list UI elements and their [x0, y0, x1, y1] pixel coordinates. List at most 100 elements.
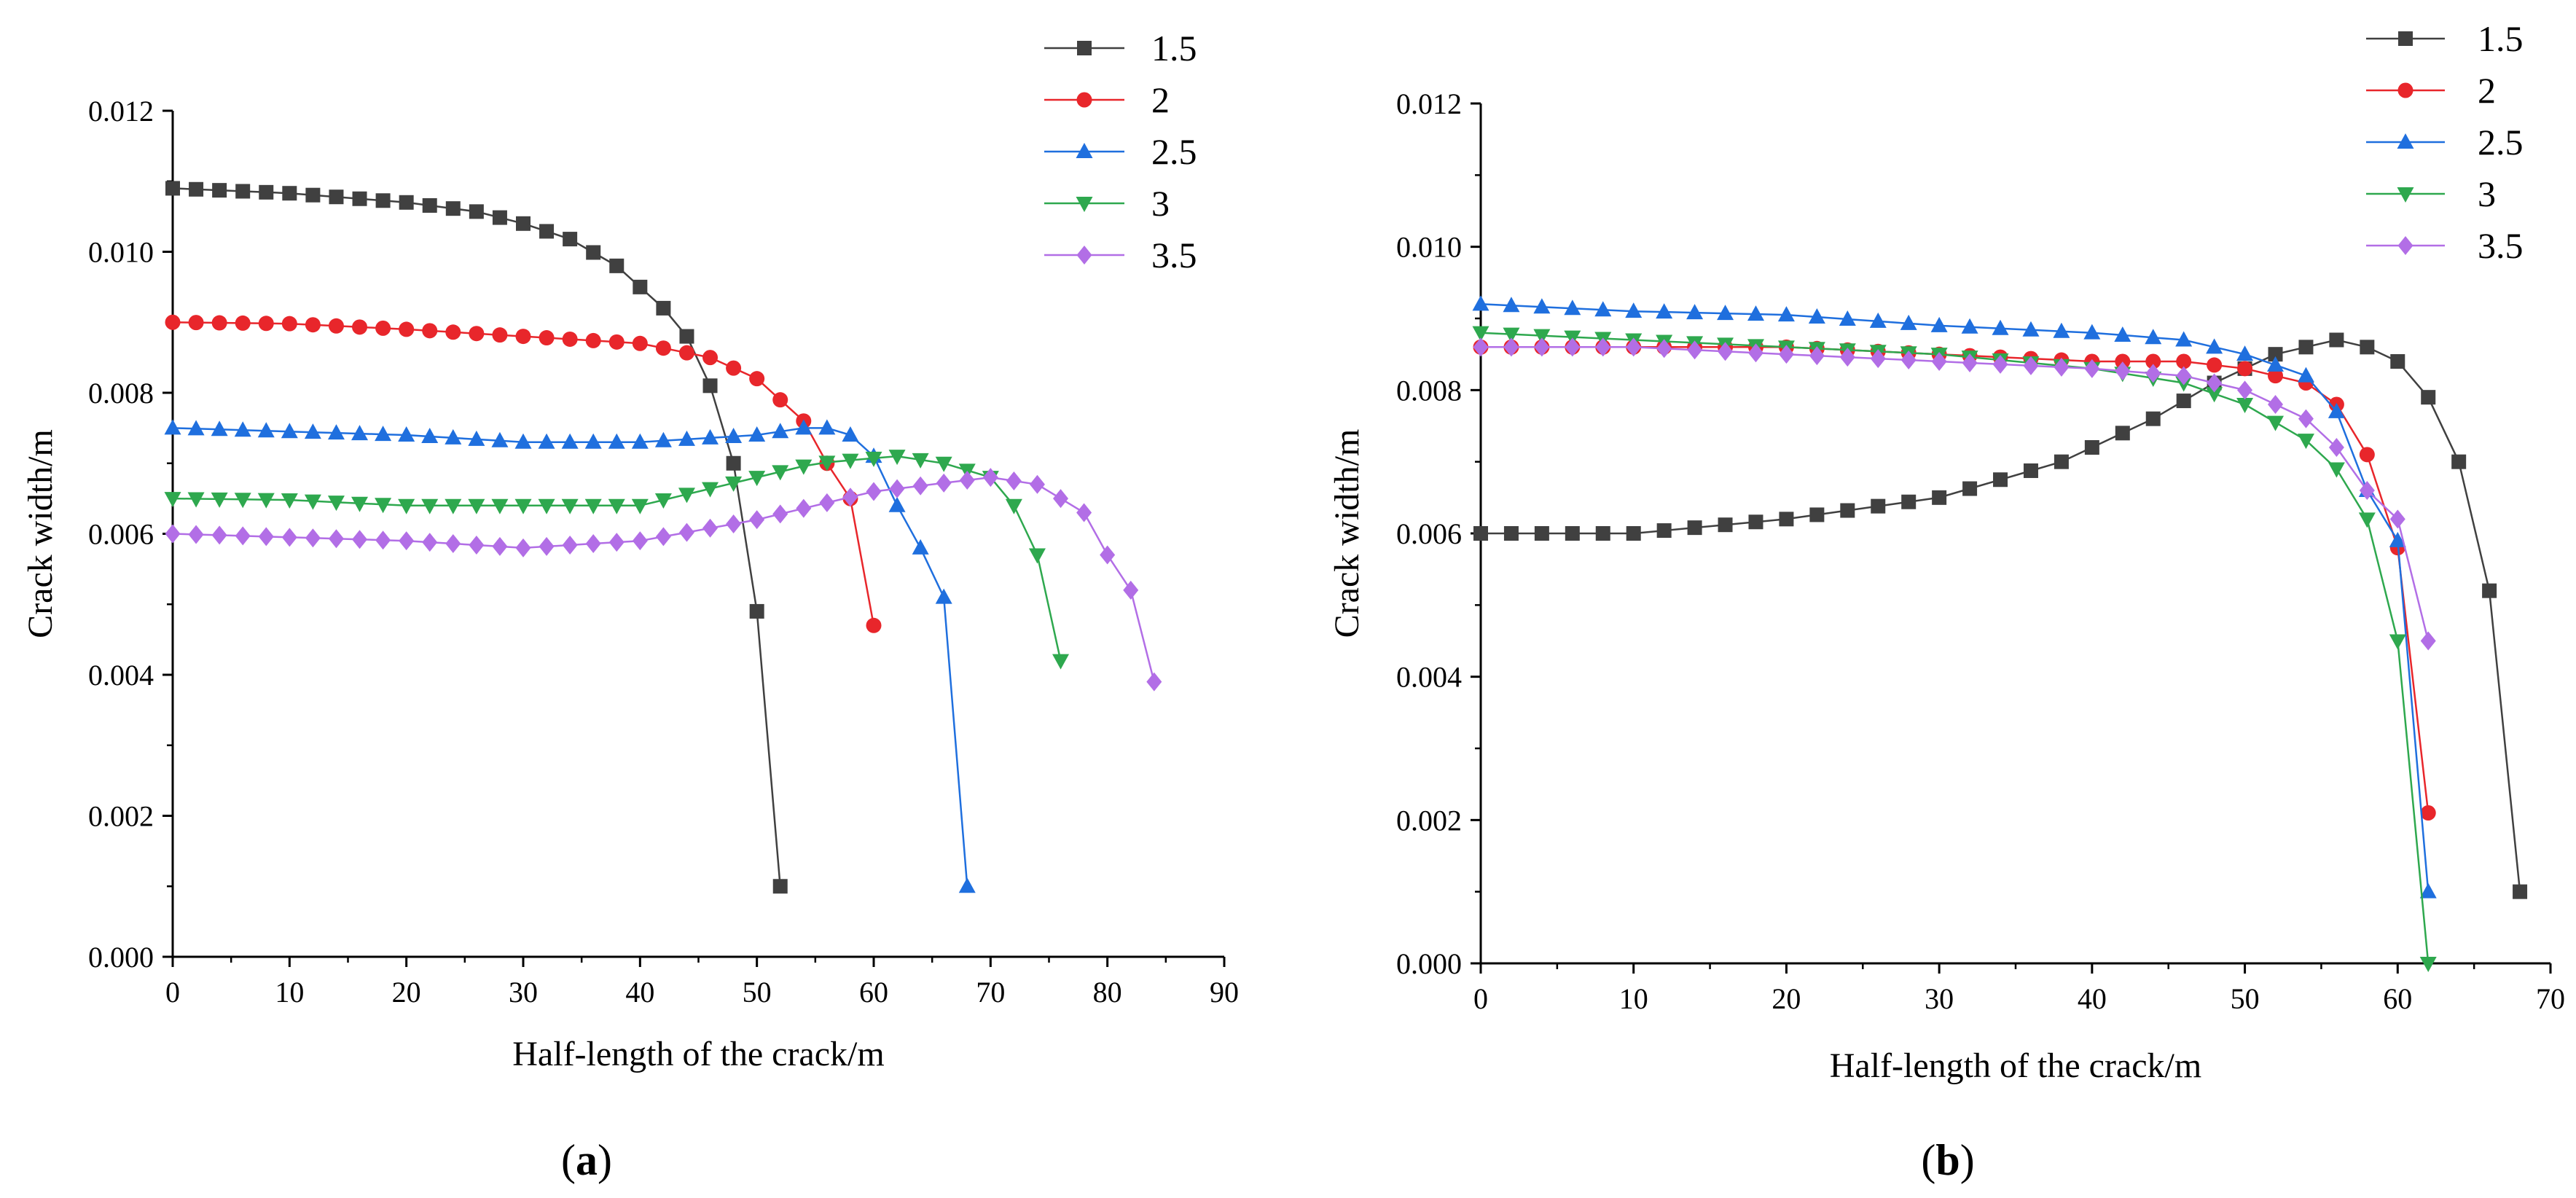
data-point [375, 531, 391, 550]
data-point [935, 456, 952, 472]
y-tick-label: 0.006 [88, 518, 154, 551]
series-3 [1472, 326, 2437, 972]
data-point [726, 360, 742, 376]
series-line [1480, 303, 2430, 892]
legend-marker [2397, 236, 2413, 255]
x-tick-label: 40 [2078, 982, 2107, 1015]
y-tick-label: 0.012 [88, 95, 154, 128]
data-point [2389, 531, 2406, 547]
data-point [889, 479, 905, 498]
data-point [189, 181, 204, 197]
data-point [2176, 366, 2192, 385]
data-point [2358, 512, 2376, 528]
data-point [539, 330, 555, 346]
data-point [421, 498, 439, 514]
chart-panel-a: 0 10 20 30 40 50 60 70 80 90 0.000 0.002 0.004 0.006 0… [21, 28, 1239, 1184]
data-point [609, 258, 625, 273]
legend-item: 2 [1044, 79, 1170, 120]
x-tick-label: 40 [625, 976, 654, 1009]
data-point [398, 498, 415, 514]
data-point [936, 473, 952, 493]
series-3 [164, 450, 1070, 670]
legend: 1.5 2 2.5 3 3.5 [2366, 18, 2524, 266]
data-point [235, 184, 251, 199]
x-tick-label: 0 [165, 976, 180, 1009]
data-point [327, 496, 345, 512]
data-point [469, 535, 485, 555]
data-point [584, 433, 602, 449]
data-point [702, 378, 718, 394]
data-point [1687, 340, 1703, 360]
data-point [656, 300, 671, 316]
data-point [748, 471, 766, 487]
data-point [772, 423, 789, 439]
data-point [304, 423, 321, 439]
data-point [2053, 322, 2070, 338]
y-tick-label: 0.000 [1396, 947, 1462, 980]
data-point [2145, 411, 2161, 426]
data-point [2237, 380, 2253, 400]
data-point [865, 451, 882, 467]
legend-marker [1077, 41, 1092, 55]
data-point [795, 459, 813, 475]
data-point [631, 498, 649, 514]
data-point [679, 329, 694, 344]
data-point [2267, 415, 2285, 431]
data-point [1565, 526, 1580, 541]
legend: 1.5 2 2.5 3 3.5 [1044, 28, 1197, 275]
data-point [329, 189, 344, 205]
data-point [702, 518, 719, 538]
data-point [1053, 489, 1069, 509]
data-point [1533, 329, 1551, 345]
data-point [2083, 324, 2101, 340]
y-tick-label: 0.010 [88, 236, 154, 269]
data-point [866, 617, 882, 633]
data-point [748, 426, 766, 442]
data-point [492, 536, 508, 556]
x-tick-label: 70 [976, 976, 1005, 1009]
data-point [678, 488, 695, 504]
data-point [188, 315, 204, 331]
data-point [1930, 316, 1948, 332]
data-point [281, 316, 297, 332]
data-point [749, 371, 765, 387]
x-tick-label: 80 [1093, 976, 1122, 1009]
legend-label: 2.5 [2478, 122, 2524, 163]
data-point [678, 522, 694, 542]
data-point [2328, 462, 2345, 478]
data-point [585, 534, 601, 554]
y-tick-label: 0.008 [1396, 374, 1462, 407]
data-point [2420, 805, 2436, 821]
legend-marker [2397, 187, 2414, 203]
y-axis-title: Crack width/m [1328, 429, 1366, 638]
data-point [725, 427, 743, 443]
data-point [1839, 310, 1856, 326]
x-axis-title: Half-length of the crack/m [1830, 1046, 2201, 1085]
x-tick-label: 70 [2536, 982, 2565, 1015]
data-point [2359, 447, 2375, 463]
data-point [772, 392, 788, 408]
data-point [842, 426, 859, 442]
data-point [912, 453, 929, 469]
series-line [1481, 339, 2521, 892]
data-point [469, 204, 484, 219]
data-point [2145, 353, 2161, 369]
series-line [1480, 332, 2430, 964]
data-point [234, 493, 251, 509]
data-point [1962, 481, 1978, 496]
data-point [1565, 337, 1581, 357]
data-point [304, 494, 321, 510]
data-point [2420, 631, 2436, 651]
data-point [2390, 354, 2405, 369]
data-point [2115, 353, 2131, 369]
data-point [562, 331, 578, 347]
data-point [516, 216, 531, 231]
data-point [1028, 548, 1046, 564]
data-point [2389, 634, 2406, 650]
data-point [234, 421, 251, 437]
data-point [1595, 337, 1611, 357]
data-point [2297, 434, 2314, 450]
legend-item: 3.5 [1044, 235, 1197, 275]
data-point [1717, 305, 1734, 321]
legend-label: 2 [2478, 70, 2496, 111]
